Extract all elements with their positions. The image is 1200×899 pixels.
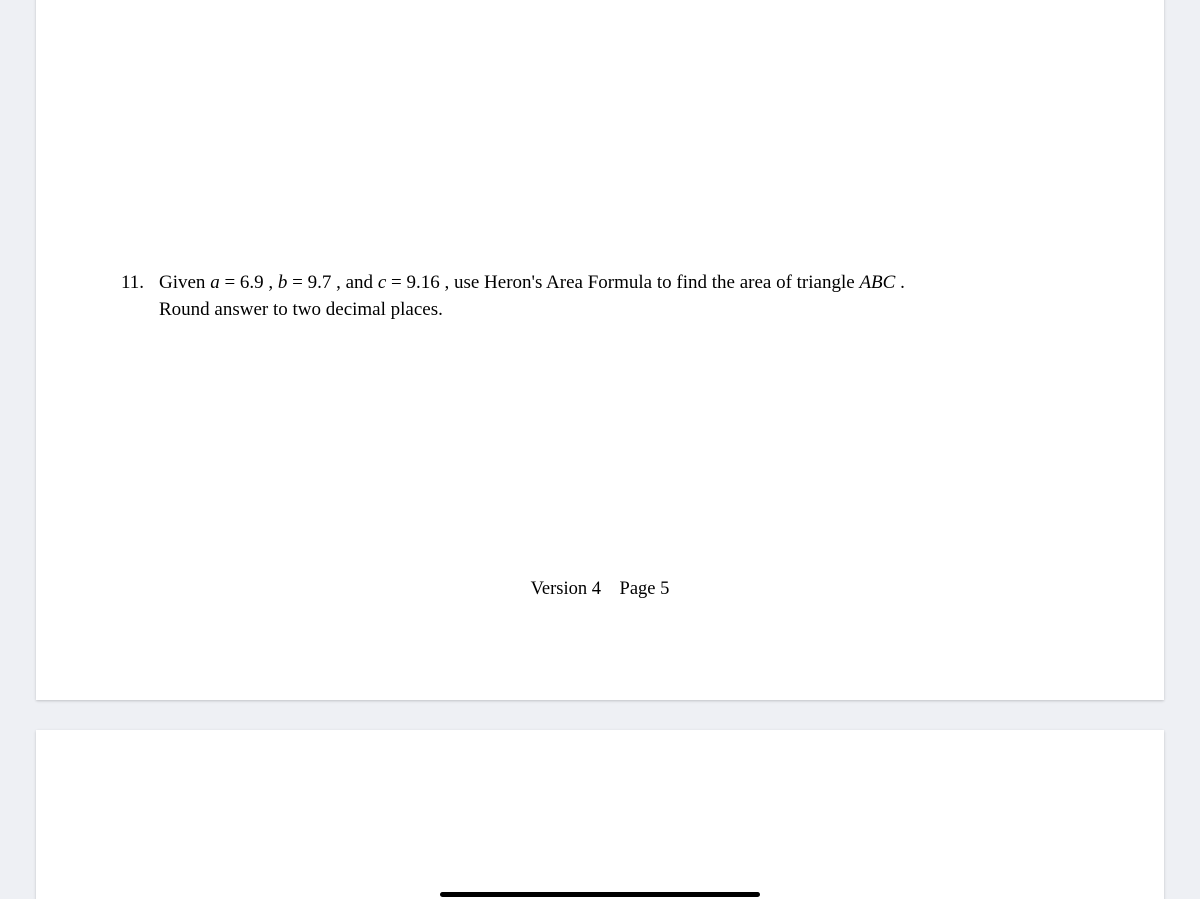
var-b: b	[278, 272, 288, 293]
page-footer: Version 4 Page 5	[36, 579, 1164, 600]
problem-11: 11. Given a = 6.9 , b = 9.7 , and c = 9.…	[121, 270, 1079, 323]
footer-version: Version 4	[531, 579, 601, 599]
document-viewport: 11. Given a = 6.9 , b = 9.7 , and c = 9.…	[0, 0, 1200, 899]
home-indicator	[440, 892, 760, 897]
problem-line2: Round answer to two decimal places.	[159, 297, 1079, 324]
var-c: c	[378, 272, 386, 293]
val-a: = 6.9	[220, 272, 264, 293]
var-a: a	[210, 272, 220, 293]
footer-spacer	[601, 579, 620, 599]
val-b: = 9.7	[287, 272, 331, 293]
footer-page: Page 5	[620, 579, 670, 599]
document-page-5: 11. Given a = 6.9 , b = 9.7 , and c = 9.…	[36, 0, 1164, 700]
problem-number: 11.	[121, 270, 159, 297]
val-c: = 9.16	[386, 272, 439, 293]
document-page-6	[36, 730, 1164, 899]
sep-1: ,	[264, 272, 278, 293]
text-end: .	[895, 272, 905, 293]
text-prefix: Given	[159, 272, 210, 293]
triangle-name: ABC	[859, 272, 895, 293]
sep-2: , and	[331, 272, 377, 293]
text-mid: , use Heron's Area Formula to find the a…	[440, 272, 860, 293]
problem-text: Given a = 6.9 , b = 9.7 , and c = 9.16 ,…	[159, 270, 1079, 323]
